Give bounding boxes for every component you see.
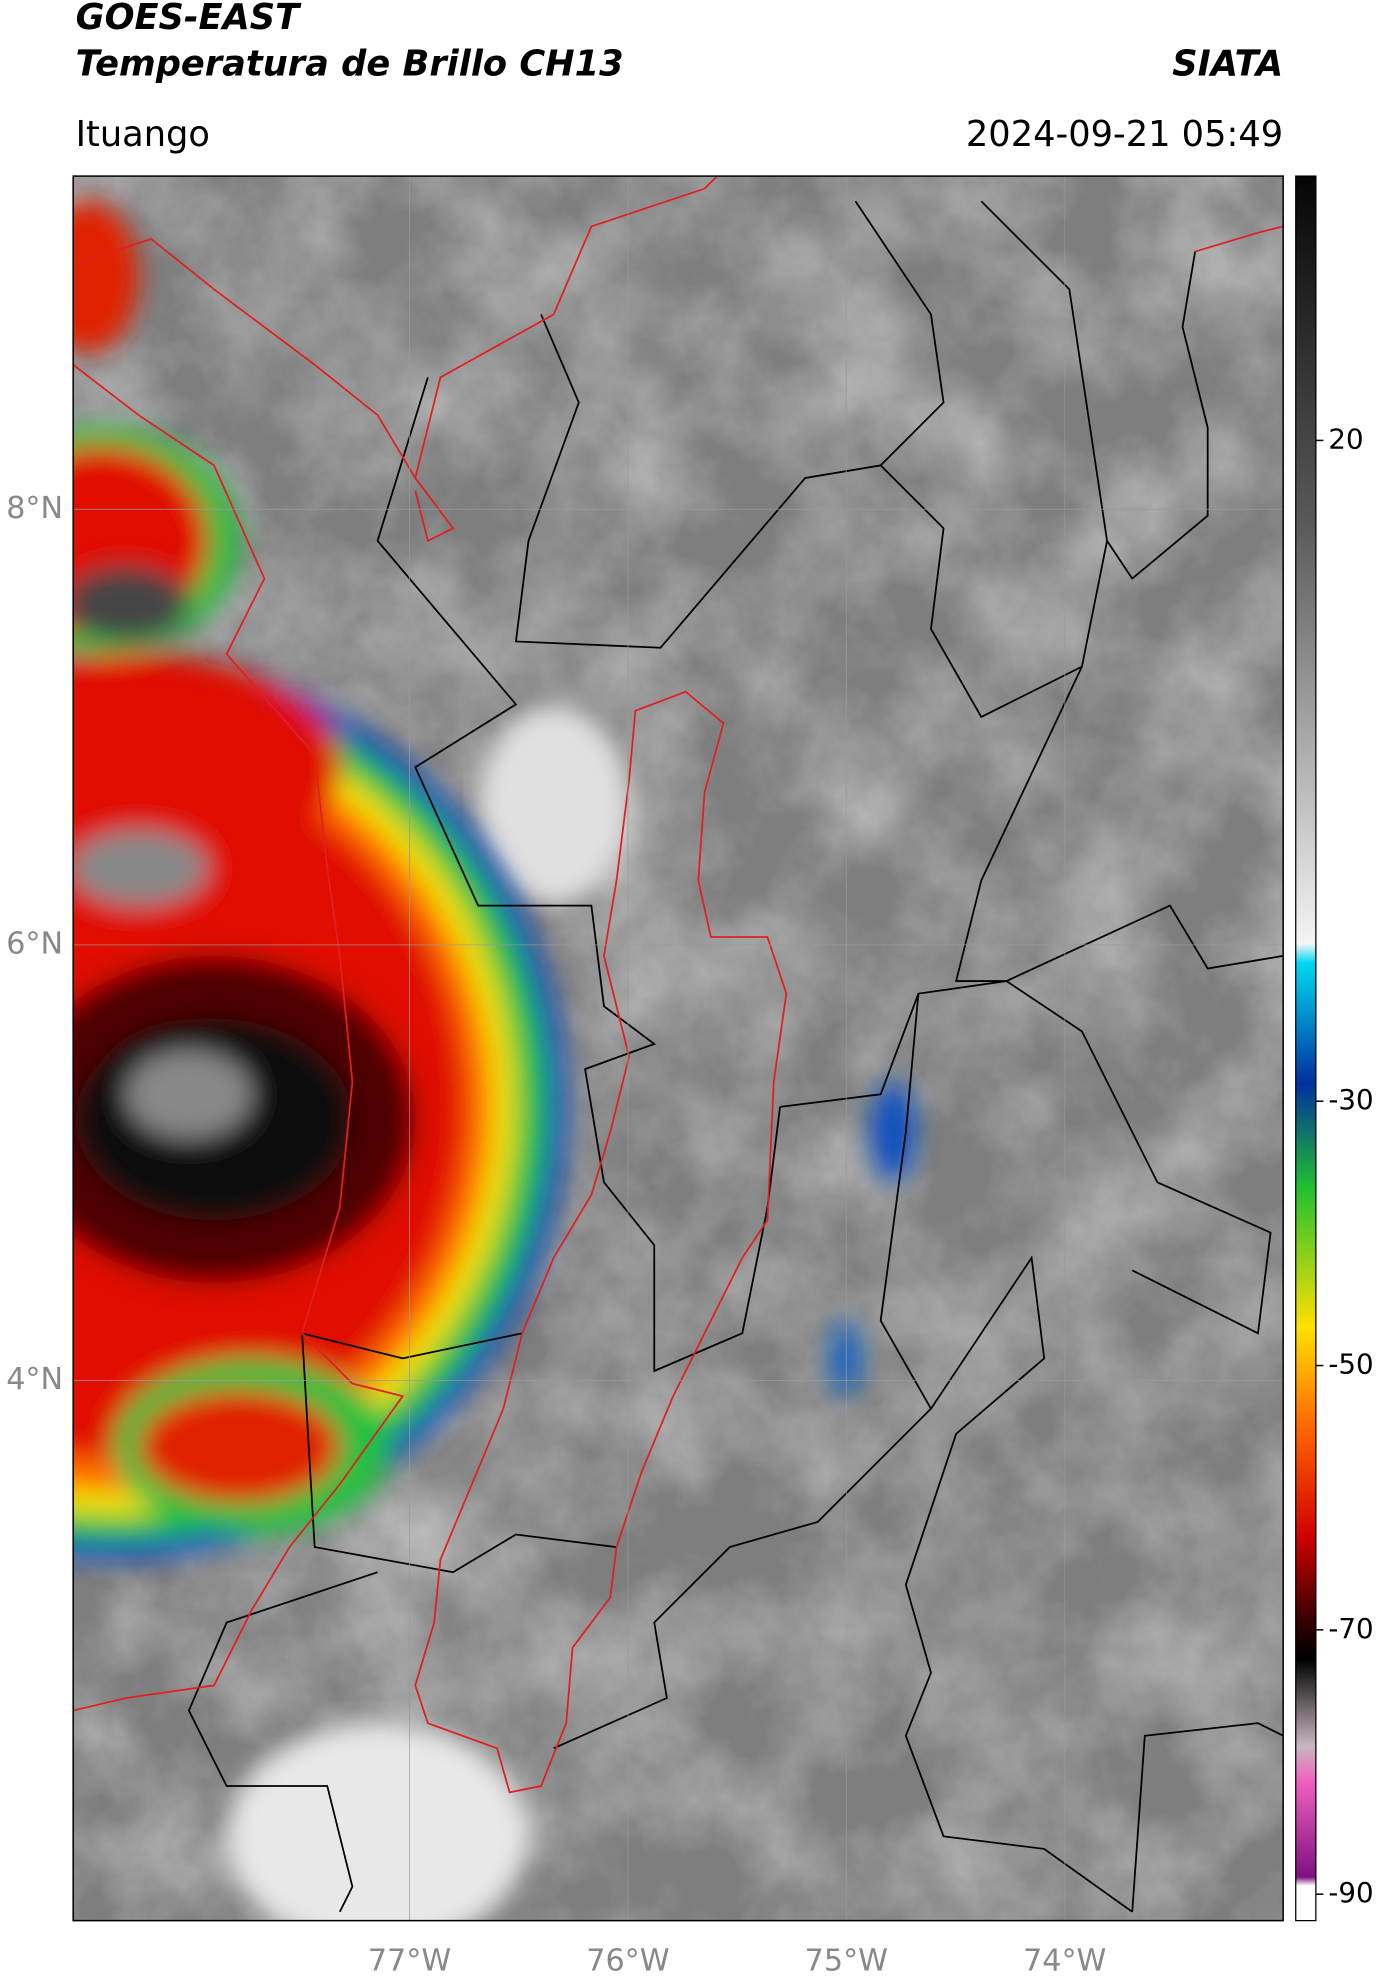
satellite-image: [73, 176, 1284, 1921]
subtitle: Temperatura de Brillo CH13: [76, 43, 624, 84]
colorbar-tick-label: -50: [1328, 1348, 1373, 1381]
graticule: [73, 176, 1284, 1921]
agency: SIATA: [1172, 43, 1283, 84]
timestamp: 2024-09-21 05:49: [966, 114, 1283, 155]
lon-tick-label: 77°W: [368, 1944, 451, 1979]
lat-tick-label: 4°N: [6, 1362, 63, 1397]
lon-tick-label: 74°W: [1023, 1944, 1106, 1979]
lat-tick-label: 8°N: [6, 491, 63, 526]
lat-tick-label: 6°N: [6, 926, 63, 961]
lon-tick-label: 76°W: [586, 1944, 669, 1979]
location: Ituango: [76, 114, 210, 155]
colorbar-tick-label: -70: [1328, 1612, 1373, 1645]
colorbar-tick-label: 20: [1328, 422, 1363, 455]
colorbar-tick-label: -30: [1328, 1083, 1373, 1116]
colorbar-tick-label: -90: [1328, 1876, 1373, 1909]
title: GOES-EAST: [76, 0, 302, 38]
map-frame: [72, 175, 1284, 1922]
lon-tick-label: 75°W: [805, 1944, 888, 1979]
colorbar: [1295, 175, 1317, 1922]
